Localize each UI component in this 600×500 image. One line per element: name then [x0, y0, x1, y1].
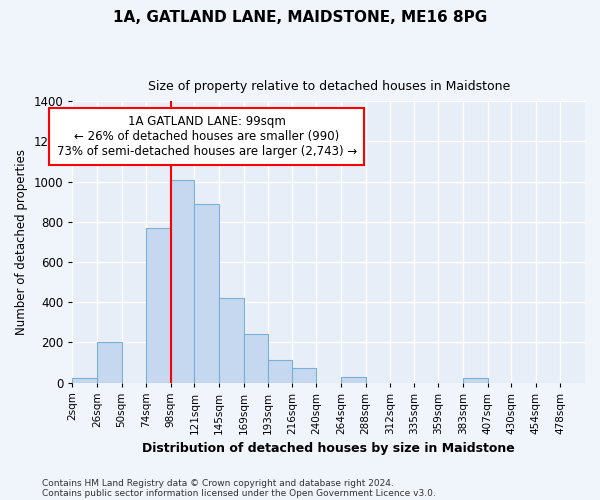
X-axis label: Distribution of detached houses by size in Maidstone: Distribution of detached houses by size … [142, 442, 515, 455]
Bar [463, 378, 488, 382]
Bar [268, 360, 292, 382]
Bar [244, 334, 268, 382]
Bar [194, 204, 219, 382]
Bar [292, 368, 316, 382]
Title: Size of property relative to detached houses in Maidstone: Size of property relative to detached ho… [148, 80, 510, 93]
Bar [73, 378, 97, 382]
Text: Contains public sector information licensed under the Open Government Licence v3: Contains public sector information licen… [42, 488, 436, 498]
Bar [146, 228, 171, 382]
Text: Contains HM Land Registry data © Crown copyright and database right 2024.: Contains HM Land Registry data © Crown c… [42, 478, 394, 488]
Bar [171, 180, 194, 382]
Bar [97, 342, 122, 382]
Bar [341, 378, 365, 382]
Text: 1A, GATLAND LANE, MAIDSTONE, ME16 8PG: 1A, GATLAND LANE, MAIDSTONE, ME16 8PG [113, 10, 487, 25]
Y-axis label: Number of detached properties: Number of detached properties [15, 149, 28, 335]
Bar [219, 298, 244, 382]
Text: 1A GATLAND LANE: 99sqm
← 26% of detached houses are smaller (990)
73% of semi-de: 1A GATLAND LANE: 99sqm ← 26% of detached… [56, 115, 357, 158]
